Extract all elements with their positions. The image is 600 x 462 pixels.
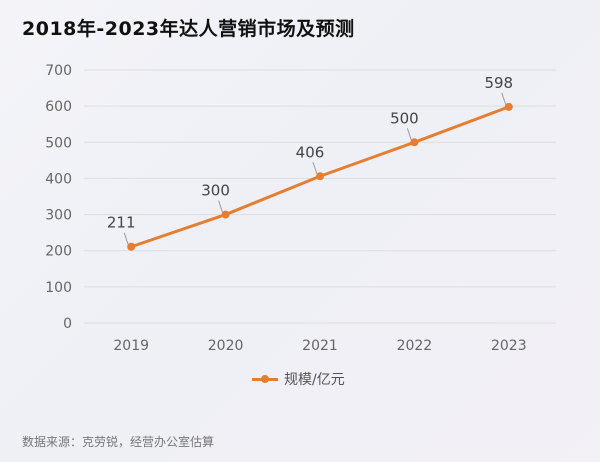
leader-line [501,92,507,106]
data-point [504,102,513,111]
y-tick-label: 200 [45,244,72,260]
y-tick-label: 400 [45,171,72,187]
legend-label: 规模/亿元 [284,372,345,388]
series-layer [127,102,513,251]
x-tick-label: 2020 [208,338,244,354]
x-tick-label: 2021 [302,338,338,354]
y-axis-ticks: 0 100 200 300 400 500 600 700 [45,63,72,332]
x-axis-ticks: 2019 2020 2021 2022 2023 [113,338,526,354]
data-label: 500 [390,109,419,127]
leader-line [218,200,224,213]
data-point [316,172,324,181]
data-label: 211 [107,214,136,232]
leader-line [123,232,129,245]
data-point [127,242,136,251]
y-tick-label: 300 [45,208,72,224]
legend-marker [252,374,278,384]
gridlines [84,69,556,324]
y-tick-label: 100 [45,280,72,296]
x-tick-label: 2023 [491,338,527,354]
leader-line [312,162,318,175]
leader-line [406,128,412,141]
y-tick-label: 700 [45,63,72,79]
data-labels: 211 300 406 500 598 [107,74,513,245]
source-note: 数据来源：克劳锐，经营办公室估算 [22,435,215,449]
y-tick-label: 600 [45,99,72,115]
data-point [410,138,419,147]
data-label: 598 [484,74,513,92]
x-tick-label: 2019 [113,338,149,354]
y-tick-label: 500 [45,135,72,151]
legend: 规模/亿元 [252,369,345,389]
data-point [221,210,230,219]
y-tick-label: 0 [63,316,72,332]
data-label: 300 [201,182,230,200]
chart-title: 2018年-2023年达人营销市场及预测 [22,18,355,40]
x-tick-label: 2022 [397,338,433,354]
data-label: 406 [296,143,325,161]
